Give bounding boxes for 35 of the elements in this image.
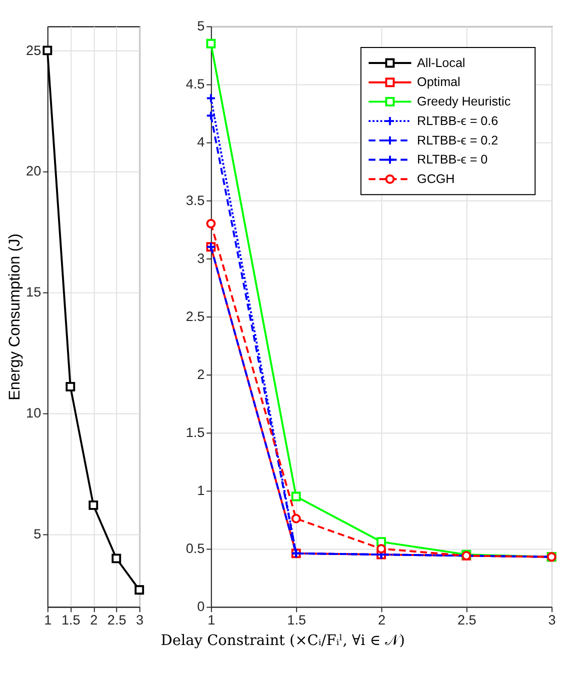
x-axis-title: Delay Constraint (×Cᵢ/Fᵢˡ, ∀i ∈ 𝒩) [160, 633, 405, 650]
legend-label: All-Local [417, 56, 466, 70]
y-tick-label: 3.5 [186, 192, 205, 208]
y-tick-label: 2.5 [186, 308, 205, 324]
y-tick-label: 15 [26, 284, 42, 300]
y-tick-label: 10 [26, 406, 42, 421]
y-tick-label: 5 [34, 526, 42, 542]
y-axis-title: Energy Consumption (J) [6, 234, 24, 400]
y-tick-label: 20 [26, 164, 42, 179]
y-tick-label: 25 [26, 42, 42, 58]
y-tick-label: 3 [197, 250, 205, 266]
y-tick-label: 0.5 [186, 541, 205, 556]
x-tick-label: 3 [548, 612, 556, 628]
x-tick-label: 1.5 [61, 612, 80, 628]
legend-label: GCGH [417, 172, 455, 186]
y-tick-label: 1 [197, 483, 205, 498]
x-tick-label: 1.5 [287, 612, 306, 628]
y-tick-label: 4 [197, 134, 206, 150]
legend-label: RLTBB-ϵ = 0.2 [417, 133, 498, 148]
legend-label: RLTBB-ϵ = 0 [417, 152, 488, 167]
legend-label: Greedy Heuristic [417, 94, 511, 109]
x-tick-label: 2 [90, 612, 98, 628]
x-tick-label: 1 [208, 612, 216, 628]
legend-label: Optimal [417, 75, 460, 90]
legend-label: RLTBB-ϵ = 0.6 [417, 114, 498, 128]
x-tick-label: 2.5 [107, 612, 126, 628]
y-tick-label: 0 [197, 599, 205, 614]
y-tick-label: 1.5 [186, 424, 205, 440]
x-tick-label: 1 [44, 612, 52, 628]
y-tick-label: 2 [197, 366, 205, 382]
x-tick-label: 2 [378, 612, 386, 628]
y-tick-label: 4.5 [186, 76, 205, 92]
x-tick-label: 3 [136, 612, 144, 628]
x-tick-label: 2.5 [457, 612, 476, 628]
y-tick-label: 5 [197, 18, 205, 34]
